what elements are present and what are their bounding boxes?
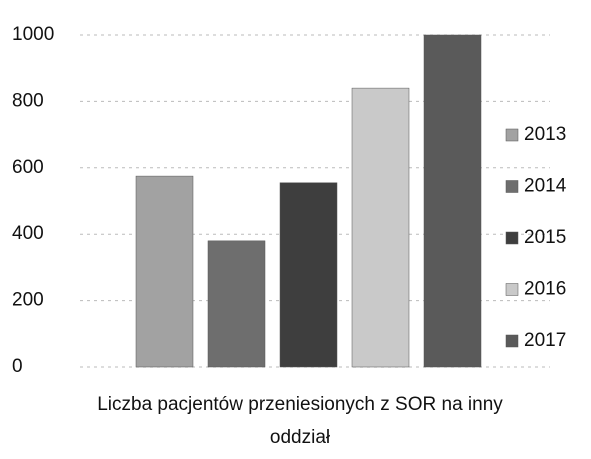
bar	[135, 175, 194, 368]
y-tick-label: 200	[12, 290, 44, 311]
bar	[351, 87, 410, 368]
bar	[279, 182, 338, 368]
bar	[207, 240, 266, 368]
category-label: Liczba pacjentów przeniesionych z SOR na…	[97, 394, 503, 448]
legend-swatch	[505, 231, 519, 245]
legend-swatch	[505, 180, 519, 193]
legend-swatch	[505, 283, 519, 296]
y-tick-label: 0	[12, 356, 23, 377]
y-tick-label: 600	[12, 157, 44, 178]
y-tick-label: 400	[12, 223, 44, 244]
bar	[423, 34, 482, 368]
legend-label: 2014	[524, 176, 567, 197]
y-tick-label: 800	[12, 90, 44, 111]
legend-label: 2013	[524, 124, 566, 145]
legend-swatch	[505, 128, 519, 142]
legend-swatch	[505, 334, 519, 348]
legend-label: 2015	[524, 227, 566, 248]
legend-label: 2017	[524, 330, 566, 351]
y-tick-label: 1000	[12, 24, 54, 45]
legend-label: 2016	[524, 279, 566, 300]
